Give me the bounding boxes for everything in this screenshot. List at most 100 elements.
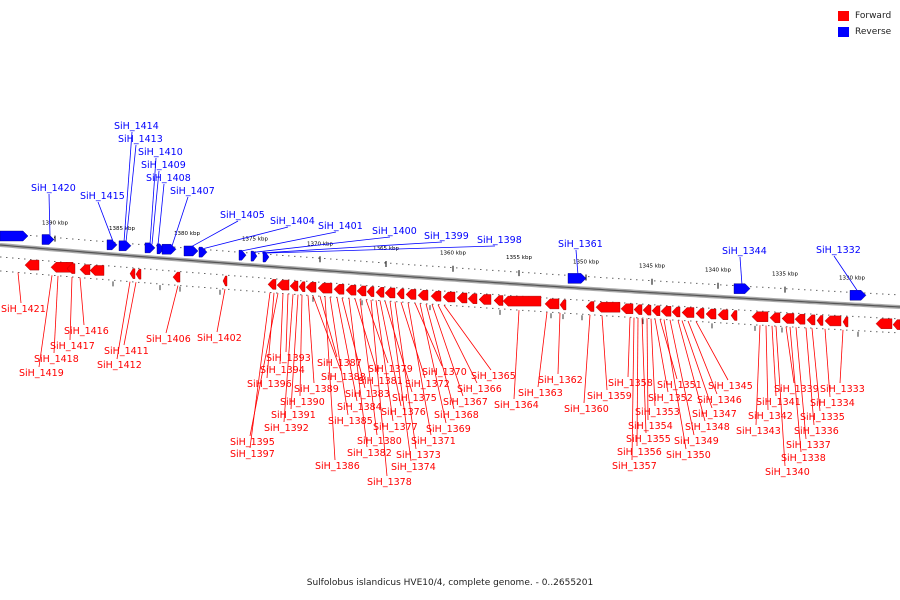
forward-gene-arrow — [794, 314, 806, 325]
legend-reverse: Reverse — [838, 24, 891, 40]
forward-leader-line — [400, 301, 426, 379]
reverse-gene-label: SiH_1344 — [722, 246, 767, 257]
forward-gene-arrow — [89, 265, 105, 276]
scale-tick-label: 1330 kbp — [839, 275, 865, 281]
forward-gene-arrow — [730, 310, 738, 321]
forward-leader-line — [249, 293, 279, 437]
forward-gene-arrow — [172, 271, 181, 283]
forward-gene-arrow — [317, 282, 333, 294]
forward-gene-arrow — [333, 284, 345, 295]
forward-gene-label: SiH_1360 — [564, 404, 609, 415]
forward-gene-label: SiH_1387 — [317, 358, 362, 369]
forward-gene-label: SiH_1341 — [756, 397, 801, 408]
forward-leader-line — [755, 325, 761, 426]
legend-reverse-label: Reverse — [855, 27, 892, 37]
reverse-gene-label: SiH_1401 — [318, 221, 363, 232]
reverse-gene-label: SiH_1414 — [114, 121, 159, 132]
forward-gene-label: SiH_1356 — [617, 447, 662, 458]
reverse-gene-arrow — [118, 240, 132, 252]
forward-leader-line — [394, 301, 417, 450]
scale-tick-label: 1370 kbp — [307, 241, 333, 247]
forward-gene-arrow — [642, 304, 652, 316]
forward-leader-line — [266, 292, 275, 379]
forward-gene-arrow — [289, 280, 299, 292]
forward-gene-label: SiH_1377 — [373, 422, 418, 433]
forward-leader-line — [329, 296, 349, 416]
forward-gene-label: SiH_1419 — [19, 368, 64, 379]
scale-tick-label: 1385 kbp — [109, 226, 135, 232]
forward-leader-line — [437, 304, 478, 384]
forward-gene-arrow — [633, 304, 643, 315]
reverse-gene-arrow — [106, 239, 118, 251]
forward-leader-line — [771, 325, 777, 397]
reverse-gene-label: SiH_1399 — [424, 231, 469, 242]
forward-gene-label: SiH_1342 — [748, 411, 793, 422]
forward-gene-arrow — [892, 319, 900, 330]
reverse-gene-arrow — [238, 249, 247, 261]
reverse-gene-arrow — [0, 230, 29, 242]
forward-gene-arrow — [375, 287, 385, 298]
forward-leader-line — [116, 281, 131, 360]
forward-gene-label: SiH_1339 — [774, 384, 819, 395]
forward-gene-label: SiH_1348 — [685, 422, 730, 433]
forward-leader-line — [557, 312, 561, 375]
forward-gene-label: SiH_1421 — [1, 304, 46, 315]
forward-leader-line — [650, 318, 656, 407]
forward-leader-line — [69, 276, 73, 341]
forward-gene-label: SiH_1375 — [392, 393, 437, 404]
forward-leader-line — [695, 321, 729, 381]
reverse-gene-arrow — [733, 283, 751, 294]
forward-swatch — [838, 11, 849, 21]
forward-gene-arrow — [129, 268, 136, 279]
forward-gene-label: SiH_1406 — [146, 334, 191, 345]
forward-leader-line — [384, 300, 413, 393]
forward-leader-line — [290, 294, 299, 410]
forward-gene-label: SiH_1336 — [794, 426, 839, 437]
forward-leader-line — [79, 277, 85, 326]
reverse-leader-line — [97, 201, 114, 242]
reverse-gene-arrow — [161, 244, 177, 255]
forward-gene-label: SiH_1395 — [230, 437, 275, 448]
forward-gene-label: SiH_1411 — [104, 346, 149, 357]
reverse-leader-line — [575, 249, 579, 276]
reverse-gene-arrow — [183, 245, 199, 257]
forward-gene-arrow — [816, 315, 824, 326]
forward-leader-line — [583, 314, 591, 404]
forward-leader-line — [17, 272, 22, 304]
forward-leader-line — [299, 294, 303, 397]
forward-gene-arrow — [345, 284, 357, 296]
forward-gene-arrow — [405, 289, 417, 300]
scale-tick-label: 1340 kbp — [705, 268, 731, 274]
forward-gene-label: SiH_1340 — [765, 467, 810, 478]
forward-gene-arrow — [493, 295, 504, 306]
forward-leader-line — [513, 310, 520, 400]
forward-gene-arrow — [356, 285, 367, 297]
reverse-gene-label: SiH_1407 — [170, 186, 215, 197]
reverse-gene-arrow — [41, 234, 55, 245]
forward-gene-label: SiH_1353 — [635, 407, 680, 418]
legend: Forward Reverse — [838, 8, 891, 40]
reverse-swatch — [838, 27, 849, 37]
reverse-leader-line — [833, 255, 859, 292]
forward-leader-line — [354, 298, 379, 376]
forward-gene-label: SiH_1364 — [494, 400, 539, 411]
forward-gene-arrow — [478, 294, 492, 305]
reverse-leader-line — [48, 193, 51, 237]
reverse-gene-label: SiH_1408 — [146, 173, 191, 184]
forward-leader-line — [795, 327, 807, 440]
forward-leader-line — [279, 293, 284, 365]
reverse-gene-label: SiH_1398 — [477, 235, 522, 246]
forward-leader-line — [789, 326, 802, 453]
forward-leader-line — [379, 300, 402, 407]
forward-leader-line — [341, 297, 366, 389]
reverse-gene-label: SiH_1409 — [141, 160, 186, 171]
genome-backbone-line — [0, 244, 900, 308]
forward-gene-arrow — [135, 268, 142, 280]
forward-gene-label: SiH_1365 — [471, 371, 516, 382]
forward-leader-line — [389, 301, 412, 462]
forward-leader-line — [646, 318, 649, 421]
forward-gene-label: SiH_1381 — [358, 376, 403, 387]
forward-gene-label: SiH_1347 — [692, 409, 737, 420]
forward-gene-arrow — [620, 303, 634, 314]
forward-leader-line — [839, 329, 844, 384]
